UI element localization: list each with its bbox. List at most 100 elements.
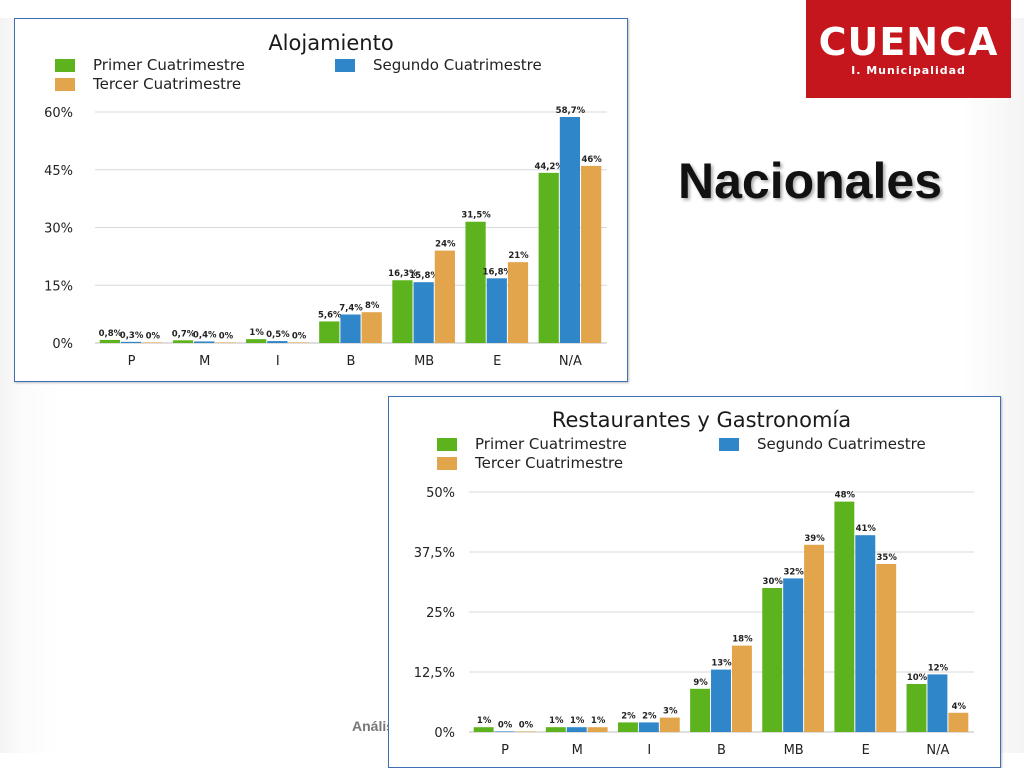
legend-label-1: Primer Cuatrimestre bbox=[93, 56, 245, 74]
bar-1 bbox=[465, 221, 486, 343]
y-tick-label: 0% bbox=[52, 337, 73, 352]
data-label: 0% bbox=[519, 720, 534, 730]
legend-label-2: Segundo Cuatrimestre bbox=[373, 56, 542, 74]
data-label: 1% bbox=[549, 716, 564, 726]
bar-2 bbox=[340, 314, 361, 343]
data-label: 1% bbox=[570, 716, 585, 726]
bar-1 bbox=[545, 727, 566, 732]
y-tick-label: 25% bbox=[426, 606, 455, 621]
x-tick-label: I bbox=[647, 743, 651, 758]
legend-swatch-2 bbox=[719, 438, 739, 451]
bar-1 bbox=[473, 727, 494, 732]
bar-1 bbox=[906, 684, 927, 732]
y-tick-label: 12,5% bbox=[414, 666, 455, 681]
data-label: 3% bbox=[663, 707, 678, 717]
bar-3 bbox=[659, 717, 680, 732]
slide-title: Nacionales bbox=[677, 153, 942, 209]
data-label: 16,8% bbox=[483, 267, 513, 277]
legend-label-1: Primer Cuatrimestre bbox=[475, 435, 627, 453]
data-label: 41% bbox=[856, 524, 877, 534]
bar-3 bbox=[731, 645, 752, 732]
bar-3 bbox=[215, 342, 236, 343]
bar-3 bbox=[876, 564, 897, 732]
alojamiento-chart-svg: Alojamiento Primer Cuatrimestre Segundo Cu… bbox=[44, 31, 607, 369]
bar-3 bbox=[288, 342, 309, 343]
data-label: 4% bbox=[952, 702, 967, 712]
data-label: 9% bbox=[693, 678, 708, 688]
data-label: 0% bbox=[292, 331, 307, 341]
data-label: 35% bbox=[877, 553, 898, 563]
x-tick-label: MB bbox=[414, 354, 434, 369]
bar-3 bbox=[587, 727, 608, 732]
logo-wordmark: CUENCA bbox=[818, 20, 999, 64]
data-label: 58,7% bbox=[556, 106, 586, 116]
data-label: 0,8% bbox=[99, 329, 123, 339]
bar-2 bbox=[855, 535, 876, 732]
x-tick-label: N/A bbox=[559, 354, 582, 369]
data-label: 24% bbox=[435, 240, 456, 250]
x-tick-label: MB bbox=[784, 743, 804, 758]
data-label: 32% bbox=[783, 567, 804, 577]
bar-2 bbox=[120, 341, 142, 343]
bar-2 bbox=[927, 674, 948, 732]
bar-2 bbox=[494, 731, 515, 732]
bar-1 bbox=[762, 588, 783, 732]
data-label: 0,3% bbox=[120, 331, 144, 341]
restaurantes-chart-title: Restaurantes y Gastronomía bbox=[552, 408, 851, 432]
bar-3 bbox=[948, 712, 969, 732]
data-label: 31,5% bbox=[461, 211, 491, 221]
bar-2 bbox=[783, 578, 804, 732]
bar-1 bbox=[172, 340, 194, 343]
cuenca-logo: CUENCA I. Municipalidad bbox=[806, 0, 1011, 98]
bar-2 bbox=[413, 282, 434, 343]
bar-2 bbox=[559, 117, 581, 343]
data-label: 5,6% bbox=[318, 310, 342, 320]
alojamiento-chart-title: Alojamiento bbox=[268, 31, 393, 55]
data-label: 30% bbox=[763, 577, 784, 587]
data-label: 16,3% bbox=[388, 269, 418, 279]
bar-1 bbox=[690, 688, 711, 732]
bar-1 bbox=[538, 172, 559, 343]
bar-2 bbox=[486, 278, 507, 343]
data-label: 8% bbox=[365, 301, 380, 311]
restaurantes-chart-svg: Restaurantes y Gastronomía Primer Cuatrim… bbox=[414, 408, 974, 758]
data-label: 21% bbox=[508, 251, 529, 261]
restaurantes-chart: Restaurantes y Gastronomía Primer Cuatrim… bbox=[388, 396, 1001, 768]
data-label: 13% bbox=[711, 659, 732, 669]
data-label: 2% bbox=[642, 711, 657, 721]
x-tick-label: B bbox=[347, 354, 356, 369]
data-label: 0% bbox=[146, 331, 161, 341]
legend-swatch-1 bbox=[55, 59, 75, 72]
bar-3 bbox=[515, 731, 536, 732]
data-label: 39% bbox=[804, 534, 825, 544]
bar-3 bbox=[142, 342, 163, 343]
alojamiento-chart: Alojamiento Primer Cuatrimestre Segundo Cu… bbox=[14, 18, 628, 382]
data-label: 1% bbox=[477, 716, 492, 726]
data-label: 0,4% bbox=[193, 330, 217, 340]
data-label: 46% bbox=[581, 155, 602, 165]
y-tick-label: 37,5% bbox=[414, 546, 455, 561]
bar-3 bbox=[507, 262, 529, 343]
legend-swatch-3 bbox=[437, 457, 457, 470]
legend-label-2: Segundo Cuatrimestre bbox=[757, 435, 926, 453]
legend-swatch-2 bbox=[335, 59, 355, 72]
bar-3 bbox=[361, 312, 382, 343]
bar-2 bbox=[711, 669, 731, 732]
data-label: 2% bbox=[621, 711, 636, 721]
x-tick-label: I bbox=[276, 354, 280, 369]
bar-1 bbox=[834, 501, 855, 732]
bar-2 bbox=[267, 341, 288, 343]
data-label: 1% bbox=[249, 328, 264, 338]
bar-1 bbox=[319, 321, 340, 343]
bar-1 bbox=[392, 280, 413, 343]
x-tick-label: N/A bbox=[926, 743, 949, 758]
legend-label-3: Tercer Cuatrimestre bbox=[92, 75, 241, 93]
x-tick-label: P bbox=[501, 743, 509, 758]
bar-1 bbox=[617, 722, 638, 732]
legend-label-3: Tercer Cuatrimestre bbox=[474, 454, 623, 472]
x-tick-label: M bbox=[199, 354, 210, 369]
x-tick-label: E bbox=[862, 743, 870, 758]
data-label: 44,2% bbox=[534, 162, 564, 172]
data-label: 1% bbox=[591, 716, 606, 726]
